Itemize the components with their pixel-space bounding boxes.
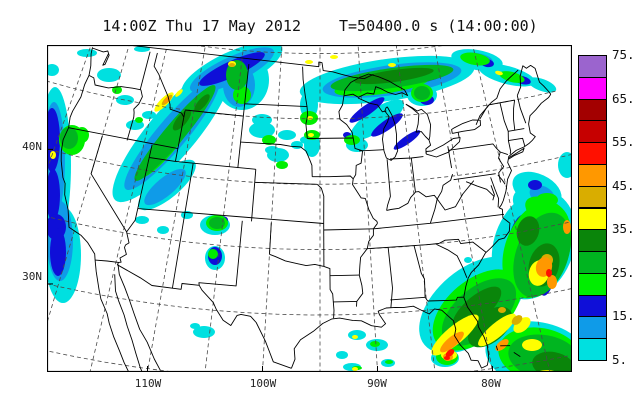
color-scale-box: [578, 185, 607, 209]
map-plot: [46, 44, 573, 373]
color-scale-label: 15.: [612, 308, 635, 324]
color-scale-label: 75.: [612, 47, 635, 62]
color-scale-box: [578, 338, 607, 361]
plot-title-timestep: T=50400.0 s (14:00:00): [339, 17, 538, 35]
color-scale-label: 5.: [612, 352, 628, 367]
map-canvas: [46, 44, 573, 373]
color-scale-box: [578, 294, 607, 318]
plot-title-datetime: 14:00Z Thu 17 May 2012: [102, 17, 301, 35]
color-scale-box: [578, 76, 607, 100]
precipitation-layer: [47, 45, 572, 372]
color-scale-box: [578, 120, 607, 144]
color-scale-label: 55.: [612, 134, 635, 150]
axis-label-110w: 110W: [134, 377, 162, 390]
color-scale-box: [578, 163, 607, 187]
color-scale-box: [578, 142, 607, 165]
plot-title: 14:00Z Thu 17 May 2012 T=50400.0 s (14:0…: [0, 17, 640, 35]
axis-label-30n: 30N: [22, 270, 42, 283]
axis-label-100w: 100W: [249, 377, 277, 390]
color-scale-box: [578, 272, 607, 296]
color-scale-box: [578, 98, 607, 122]
color-scale-label: 35.: [612, 221, 635, 237]
latlon-grid-layer: [47, 45, 572, 372]
color-scale-box: [578, 251, 607, 274]
axis-label-80w: 80W: [481, 377, 501, 390]
axis-label-90w: 90W: [367, 377, 387, 390]
color-scale-box: [578, 207, 607, 231]
color-scale-box: [578, 55, 607, 78]
color-scale-label: 25.: [612, 264, 635, 280]
color-scale-label: 65.: [612, 90, 635, 106]
axis-label-40n: 40N: [22, 140, 42, 153]
boundaries-layer: [60, 45, 552, 372]
map-frame: [46, 44, 573, 373]
color-scale-box: [578, 316, 607, 340]
color-scale-box: [578, 229, 607, 253]
color-scale-label: 45.: [612, 177, 635, 193]
